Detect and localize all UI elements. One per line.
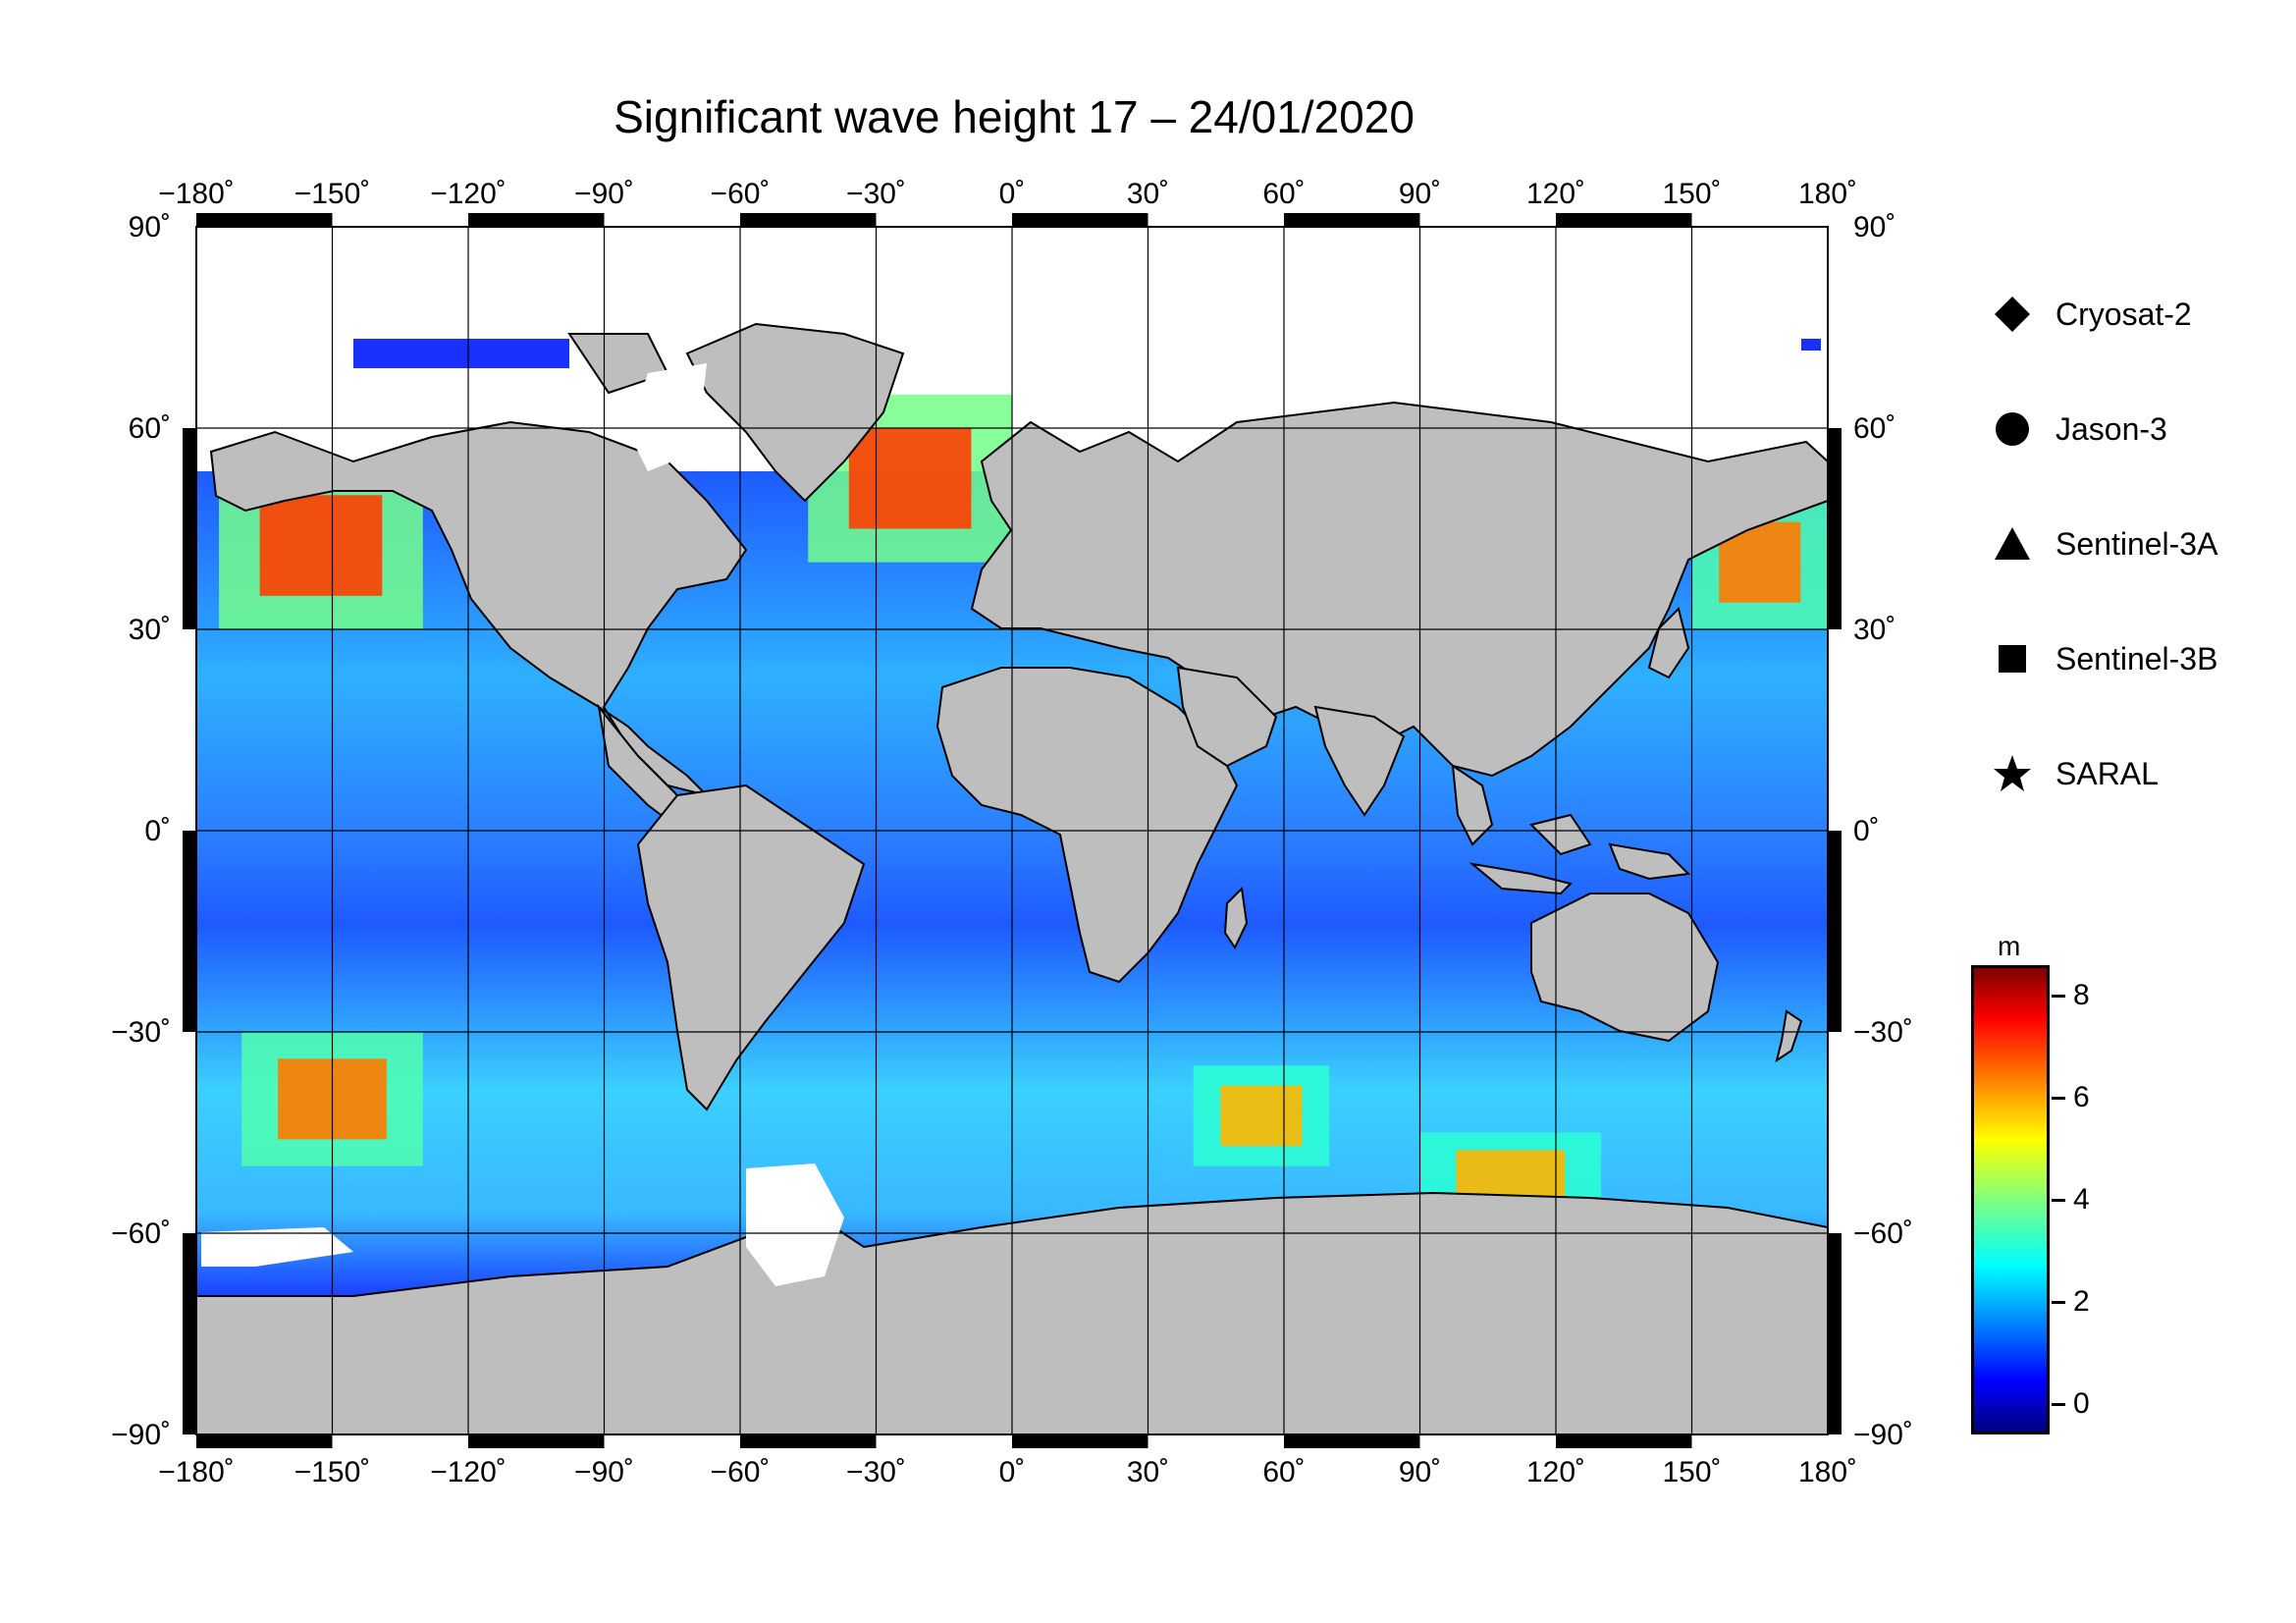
lon-tick-label-top: 30˚ <box>1127 178 1169 210</box>
colorbar-tick <box>2052 1402 2065 1406</box>
lon-tick-label-top: −30˚ <box>846 178 906 210</box>
lat-tick-label-left: 90˚ <box>129 211 171 243</box>
lat-tick-label-right: 60˚ <box>1853 412 1896 445</box>
legend-label: Cryosat-2 <box>2056 297 2192 332</box>
lon-tick-label-bottom: −120˚ <box>430 1456 507 1488</box>
legend-label: Jason-3 <box>2056 411 2167 447</box>
frame-bar-top <box>1556 213 1692 227</box>
map-body <box>196 227 1828 1434</box>
lat-tick-label-right: 90˚ <box>1853 211 1896 243</box>
lon-tick-label-bottom: 120˚ <box>1526 1456 1585 1488</box>
lon-tick-label-top: 60˚ <box>1262 178 1305 210</box>
lon-tick-label-bottom: 180˚ <box>1798 1456 1857 1488</box>
high-wave-region <box>808 394 1012 563</box>
lon-tick-label-bottom: −180˚ <box>158 1456 235 1488</box>
colorbar-tick-label: 2 <box>2073 1284 2090 1318</box>
lon-tick-label-top: 90˚ <box>1399 178 1441 210</box>
arctic-tracks <box>353 339 1821 368</box>
lat-tick-label-left: −60˚ <box>111 1217 171 1250</box>
frame-bar-top <box>1284 213 1420 227</box>
lon-tick-label-bottom: −60˚ <box>711 1456 771 1488</box>
frame-bar-bottom <box>196 1434 333 1448</box>
frame-bar-right <box>1828 831 1842 1032</box>
colorbar-unit: m <box>1998 931 2021 961</box>
lat-tick-label-right: −30˚ <box>1853 1016 1913 1049</box>
star-icon <box>1994 755 2031 791</box>
frame-bar-top <box>740 213 877 227</box>
frame-bar-bottom <box>1012 1434 1148 1448</box>
lon-tick-label-top: 150˚ <box>1662 178 1721 210</box>
lon-tick-label-bottom: −90˚ <box>574 1456 634 1488</box>
lon-tick-label-bottom: 90˚ <box>1399 1456 1441 1488</box>
lon-tick-label-bottom: −30˚ <box>846 1456 906 1488</box>
lat-tick-label-right: 30˚ <box>1853 614 1896 646</box>
lat-tick-label-right: −90˚ <box>1853 1419 1913 1451</box>
frame-bar-right <box>1828 1233 1842 1434</box>
frame-bars <box>183 213 1842 1448</box>
lon-tick-label-bottom: 150˚ <box>1662 1456 1721 1488</box>
frame-bar-top <box>196 213 333 227</box>
lon-tick-label-top: −120˚ <box>430 178 507 210</box>
frame-bar-bottom <box>1284 1434 1420 1448</box>
graticule <box>196 227 1828 1434</box>
lat-tick-label-left: 60˚ <box>129 412 171 445</box>
frame-bar-bottom <box>468 1434 605 1448</box>
lat-tick-label-right: 0˚ <box>1853 815 1880 847</box>
lat-tick-label-left: −30˚ <box>111 1016 171 1049</box>
legend-label: Sentinel-3B <box>2056 641 2218 676</box>
colorbar <box>1971 965 2050 1434</box>
lon-tick-label-bottom: −150˚ <box>294 1456 371 1488</box>
frame-bar-top <box>468 213 605 227</box>
frame-bar-left <box>183 1233 196 1434</box>
lat-tick-label-left: 30˚ <box>129 614 171 646</box>
high-wave-region <box>1193 1065 1330 1166</box>
colorbar-tick-label: 0 <box>2073 1386 2090 1420</box>
lon-tick-label-top: 0˚ <box>999 178 1026 210</box>
lon-tick-label-top: −180˚ <box>158 178 235 210</box>
colorbar-tick <box>2052 1097 2065 1101</box>
frame-bar-top <box>1012 213 1148 227</box>
lon-tick-label-top: −60˚ <box>711 178 771 210</box>
legend-label: SARAL <box>2056 756 2159 791</box>
lon-tick-label-bottom: 60˚ <box>1262 1456 1305 1488</box>
lon-tick-label-top: −150˚ <box>294 178 371 210</box>
colorbar-tick-label: 8 <box>2073 979 2090 1012</box>
diamond-icon <box>1995 297 2030 332</box>
colorbar-tick <box>2052 995 2065 999</box>
legend-label: Sentinel-3A <box>2056 526 2218 562</box>
lon-tick-label-top: 120˚ <box>1526 178 1585 210</box>
colorbar-tick <box>2052 1199 2065 1202</box>
frame-bar-bottom <box>1556 1434 1692 1448</box>
square-icon <box>1999 645 2026 673</box>
lat-tick-label-left: 0˚ <box>144 815 171 847</box>
lon-tick-label-bottom: 0˚ <box>999 1456 1026 1488</box>
lat-tick-label-right: −60˚ <box>1853 1217 1913 1250</box>
colorbar-tick-label: 4 <box>2073 1183 2090 1216</box>
lon-tick-label-bottom: 30˚ <box>1127 1456 1169 1488</box>
lon-tick-label-top: −90˚ <box>574 178 634 210</box>
map-title: Significant wave height 17 – 24/01/2020 <box>614 91 1415 142</box>
lat-tick-label-left: −90˚ <box>111 1419 171 1451</box>
frame-bar-left <box>183 428 196 629</box>
frame-bar-right <box>1828 428 1842 629</box>
frame-bar-bottom <box>740 1434 877 1448</box>
triangle-icon <box>1995 527 2030 560</box>
colorbar-tick-label: 6 <box>2073 1081 2090 1114</box>
colorbar-tick <box>2052 1300 2065 1304</box>
frame-bar-left <box>183 831 196 1032</box>
axis-labels: −180˚ −180˚ −150˚ −150˚ −120˚ −120˚ −90˚ −90˚ −6… <box>111 178 1913 1488</box>
circle-icon <box>1996 412 2029 446</box>
lon-tick-label-top: 180˚ <box>1798 178 1857 210</box>
